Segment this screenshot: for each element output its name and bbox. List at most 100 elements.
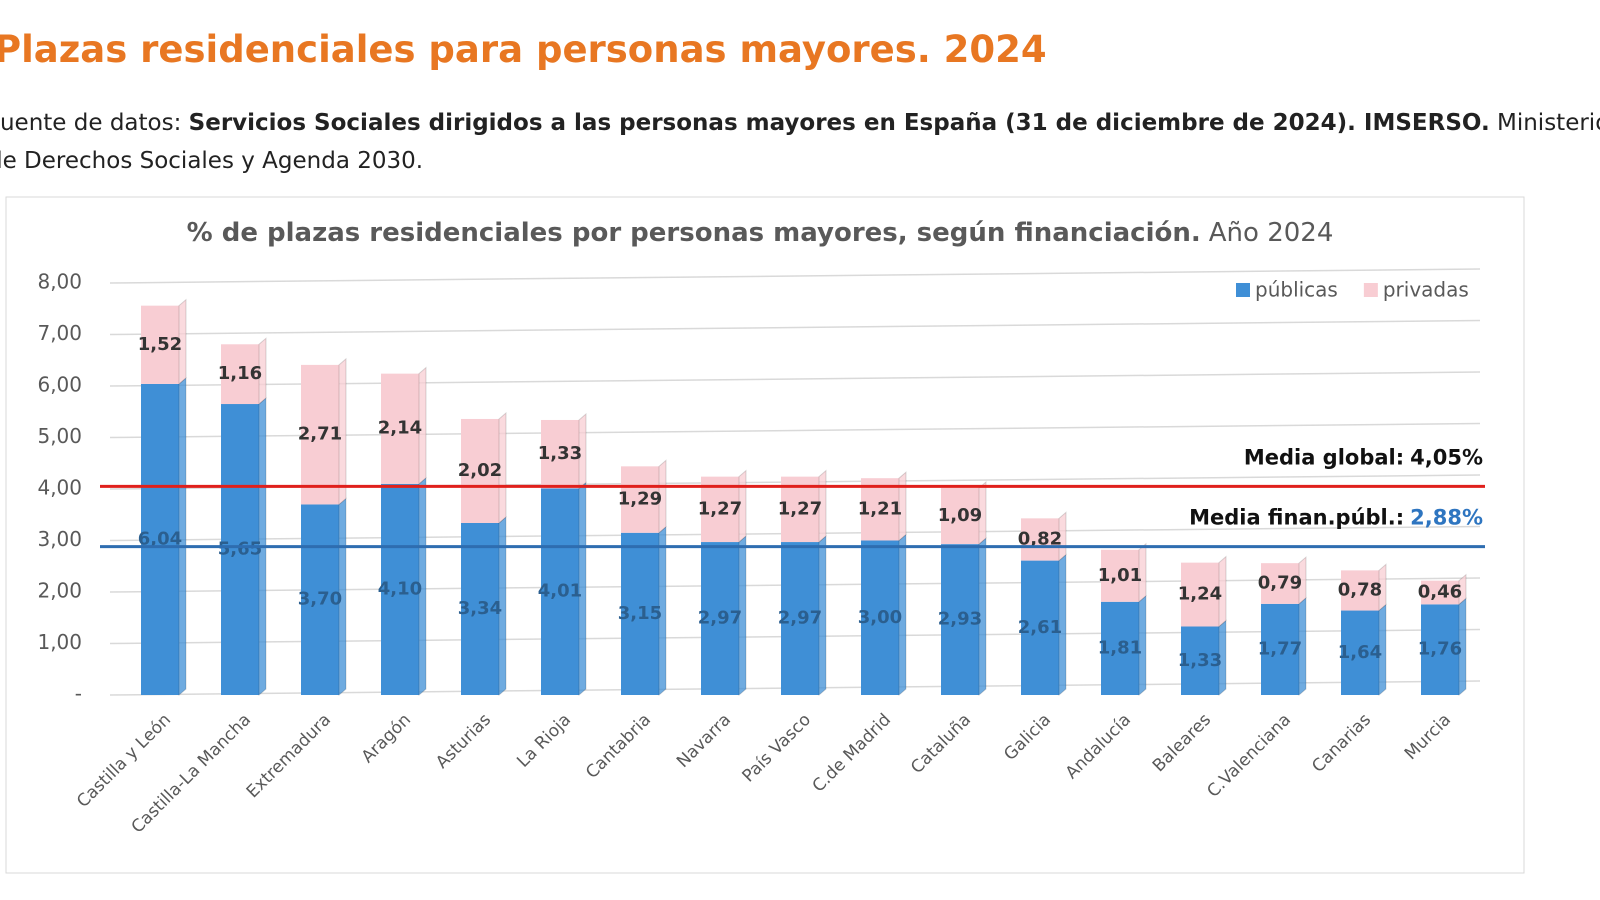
bar-side <box>418 366 427 485</box>
x-tick-label: Andalucía <box>1062 710 1135 783</box>
bar-segment <box>141 383 179 695</box>
y-tick-label: 7,00 <box>37 321 82 345</box>
x-tick-label: La Rioja <box>513 710 575 772</box>
bar-segment <box>1421 604 1459 695</box>
value-label: 1,09 <box>938 505 982 526</box>
bar-side <box>1298 556 1307 605</box>
y-tick-label: 6,00 <box>37 373 82 397</box>
grid-line <box>109 268 1481 284</box>
bar-segment <box>1101 601 1139 695</box>
grid-line <box>109 319 1481 336</box>
chart-title: % de plazas residenciales por personas m… <box>187 218 1334 248</box>
bar-segment <box>1181 562 1219 627</box>
bar-side <box>578 481 587 697</box>
chart-subtitle: Año 2024 <box>1209 218 1334 248</box>
page-title: Plazas residenciales para personas mayor… <box>0 28 1047 71</box>
bar-segment <box>1341 610 1379 695</box>
value-label: 1,52 <box>138 334 182 355</box>
bar-segment <box>1021 518 1059 561</box>
value-label: 5,65 <box>218 539 262 560</box>
value-label: 1,33 <box>1178 650 1222 671</box>
bar-segment <box>1101 549 1139 602</box>
chart-title-main: % de plazas residenciales por personas m… <box>187 218 1201 248</box>
reference-label-text: Media global: <box>1244 445 1404 469</box>
value-label: 6,04 <box>138 528 182 549</box>
x-tick-label: Murcia <box>1401 710 1455 764</box>
x-tick-label: C.Valenciana <box>1203 710 1295 802</box>
bar-segment <box>381 373 419 484</box>
source: Fuente de datos: Servicios Sociales diri… <box>0 104 1600 180</box>
legend-label: públicas <box>1255 278 1338 302</box>
value-label: 3,70 <box>298 589 342 610</box>
y-tick-label: 3,00 <box>37 527 82 551</box>
value-label: 1,27 <box>698 498 742 519</box>
bar-segment <box>221 404 259 695</box>
bar-segment <box>621 532 659 695</box>
bar-side <box>738 469 747 544</box>
value-label: 0,82 <box>1018 528 1062 549</box>
legend-swatch <box>1363 283 1378 297</box>
bar-side <box>1218 555 1227 628</box>
bar-segment <box>1341 570 1379 611</box>
bar-segment <box>1261 563 1299 604</box>
legend-label: privadas <box>1383 278 1469 302</box>
legend-swatch <box>1236 283 1250 297</box>
y-tick-label: 2,00 <box>37 579 82 603</box>
bar-side <box>498 411 507 525</box>
bar-segment <box>861 478 899 541</box>
bar-segment <box>541 419 579 489</box>
y-tick-label: - <box>75 682 82 706</box>
value-label: 1,01 <box>1098 565 1142 586</box>
reference-label-text: Media finan.públ.: <box>1189 506 1404 530</box>
value-label: 1,21 <box>858 498 902 519</box>
bar-side <box>978 537 987 697</box>
source-bold: Servicios Sociales dirigidos a las perso… <box>188 110 1490 136</box>
bar-side <box>1458 573 1467 606</box>
value-label: 2,97 <box>778 608 822 629</box>
bar-segment <box>1181 626 1219 695</box>
source-label: Fuente de datos: <box>0 110 182 136</box>
bar-side <box>818 469 827 544</box>
value-label: 1,16 <box>218 363 262 384</box>
x-tick-label: Extremadura <box>243 710 335 802</box>
bar-segment <box>461 418 499 523</box>
value-label: 0,79 <box>1258 573 1302 594</box>
bar-segment <box>1021 560 1059 695</box>
bar-segment <box>941 487 979 545</box>
bar-segment <box>541 488 579 695</box>
value-label: 1,77 <box>1258 638 1302 659</box>
value-label: 1,29 <box>618 489 662 510</box>
bar-side <box>658 459 667 534</box>
value-label: 2,14 <box>378 418 422 439</box>
value-label: 0,78 <box>1338 579 1382 600</box>
x-tick-label: Galicia <box>1000 710 1055 765</box>
value-label: 4,10 <box>378 578 422 599</box>
bar-side <box>178 298 187 386</box>
bar-side <box>978 480 987 546</box>
bar-side <box>258 337 267 406</box>
bar-side <box>658 525 667 697</box>
value-label: 1,81 <box>1098 637 1142 658</box>
bar-side <box>898 471 907 542</box>
bar-segment <box>701 542 739 695</box>
bar-segment <box>1261 603 1299 695</box>
bar-side <box>1378 563 1387 612</box>
x-tick-label: Navarra <box>673 710 735 772</box>
bar-segment <box>1421 580 1459 605</box>
reference-label: Media global: 4,05% <box>1244 445 1483 469</box>
value-label: 1,24 <box>1178 584 1222 605</box>
value-label: 2,61 <box>1018 617 1062 638</box>
bar-segment <box>301 504 339 695</box>
value-label: 1,33 <box>538 443 582 464</box>
bar-segment <box>381 483 419 695</box>
bar-side <box>578 412 587 490</box>
y-tick-label: 5,00 <box>37 424 82 448</box>
bar-segment <box>141 305 179 384</box>
x-tick-label: Asturias <box>432 710 495 773</box>
value-label: 2,71 <box>298 424 342 445</box>
x-tick-label: C.de Madrid <box>809 710 895 796</box>
value-label: 1,76 <box>1418 639 1462 660</box>
value-label: 3,34 <box>458 598 502 619</box>
bar-side <box>898 533 907 697</box>
bar-segment <box>221 344 259 405</box>
